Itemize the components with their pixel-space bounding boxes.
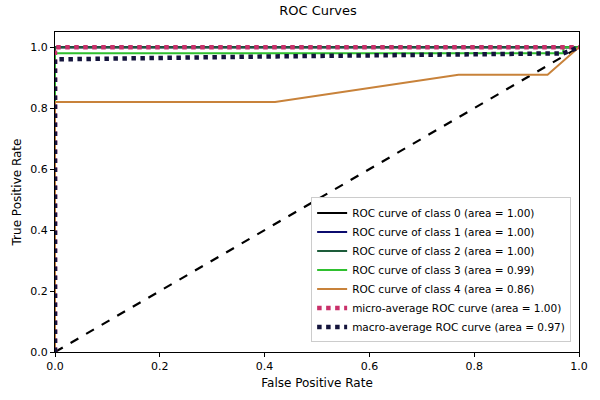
svg-text:ROC curve of class 1 (area = 1: ROC curve of class 1 (area = 1.00) <box>352 226 534 238</box>
svg-text:micro-average ROC curve (area: micro-average ROC curve (area = 1.00) <box>352 302 561 314</box>
svg-text:0.8: 0.8 <box>465 360 483 373</box>
svg-text:ROC curve of class 2 (area = 1: ROC curve of class 2 (area = 1.00) <box>352 245 534 257</box>
svg-text:0.6: 0.6 <box>361 360 379 373</box>
svg-text:ROC curve of class 3 (area = 0: ROC curve of class 3 (area = 0.99) <box>352 264 534 276</box>
svg-text:False Positive Rate: False Positive Rate <box>261 376 373 390</box>
svg-text:0.6: 0.6 <box>30 163 48 176</box>
svg-text:ROC curve of class 0 (area = 1: ROC curve of class 0 (area = 1.00) <box>352 207 534 219</box>
svg-text:True Positive Rate: True Positive Rate <box>10 139 24 247</box>
svg-text:1.0: 1.0 <box>570 360 588 373</box>
svg-text:0.0: 0.0 <box>30 346 48 359</box>
svg-text:0.4: 0.4 <box>30 224 48 237</box>
svg-text:macro-average ROC curve (area: macro-average ROC curve (area = 0.97) <box>352 321 565 333</box>
svg-text:0.0: 0.0 <box>46 360 64 373</box>
svg-text:0.2: 0.2 <box>151 360 169 373</box>
svg-text:1.0: 1.0 <box>30 41 48 54</box>
svg-text:0.8: 0.8 <box>30 102 48 115</box>
svg-text:ROC curve of class 4 (area = 0: ROC curve of class 4 (area = 0.86) <box>352 283 534 295</box>
svg-text:0.2: 0.2 <box>30 285 48 298</box>
svg-text:ROC Curves: ROC Curves <box>279 3 357 18</box>
svg-text:0.4: 0.4 <box>256 360 274 373</box>
